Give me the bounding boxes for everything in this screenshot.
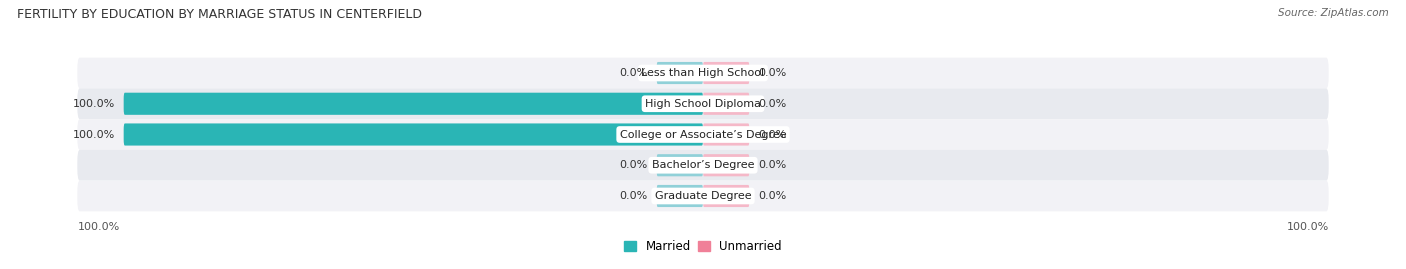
FancyBboxPatch shape — [703, 154, 749, 176]
Text: 0.0%: 0.0% — [620, 68, 648, 78]
Text: 100.0%: 100.0% — [73, 129, 115, 140]
Text: 0.0%: 0.0% — [620, 191, 648, 201]
FancyBboxPatch shape — [657, 185, 703, 207]
Text: 0.0%: 0.0% — [758, 191, 786, 201]
FancyBboxPatch shape — [703, 185, 749, 207]
FancyBboxPatch shape — [703, 123, 749, 146]
FancyBboxPatch shape — [703, 62, 749, 84]
Text: Less than High School: Less than High School — [641, 68, 765, 78]
FancyBboxPatch shape — [77, 89, 1329, 119]
FancyBboxPatch shape — [657, 154, 703, 176]
Text: College or Associate’s Degree: College or Associate’s Degree — [620, 129, 786, 140]
Text: 100.0%: 100.0% — [73, 99, 115, 109]
Text: Source: ZipAtlas.com: Source: ZipAtlas.com — [1278, 8, 1389, 18]
FancyBboxPatch shape — [124, 123, 703, 146]
Text: 100.0%: 100.0% — [1286, 222, 1329, 232]
Text: 0.0%: 0.0% — [758, 160, 786, 170]
Text: 0.0%: 0.0% — [758, 99, 786, 109]
FancyBboxPatch shape — [77, 58, 1329, 89]
Text: 0.0%: 0.0% — [620, 160, 648, 170]
FancyBboxPatch shape — [657, 62, 703, 84]
Legend: Married, Unmarried: Married, Unmarried — [620, 235, 786, 258]
FancyBboxPatch shape — [703, 93, 749, 115]
Text: Bachelor’s Degree: Bachelor’s Degree — [652, 160, 754, 170]
FancyBboxPatch shape — [124, 93, 703, 115]
FancyBboxPatch shape — [77, 119, 1329, 150]
Text: 100.0%: 100.0% — [77, 222, 120, 232]
Text: High School Diploma: High School Diploma — [645, 99, 761, 109]
Text: FERTILITY BY EDUCATION BY MARRIAGE STATUS IN CENTERFIELD: FERTILITY BY EDUCATION BY MARRIAGE STATU… — [17, 8, 422, 21]
Text: Graduate Degree: Graduate Degree — [655, 191, 751, 201]
Text: 0.0%: 0.0% — [758, 129, 786, 140]
FancyBboxPatch shape — [77, 180, 1329, 211]
FancyBboxPatch shape — [77, 150, 1329, 180]
Text: 0.0%: 0.0% — [758, 68, 786, 78]
